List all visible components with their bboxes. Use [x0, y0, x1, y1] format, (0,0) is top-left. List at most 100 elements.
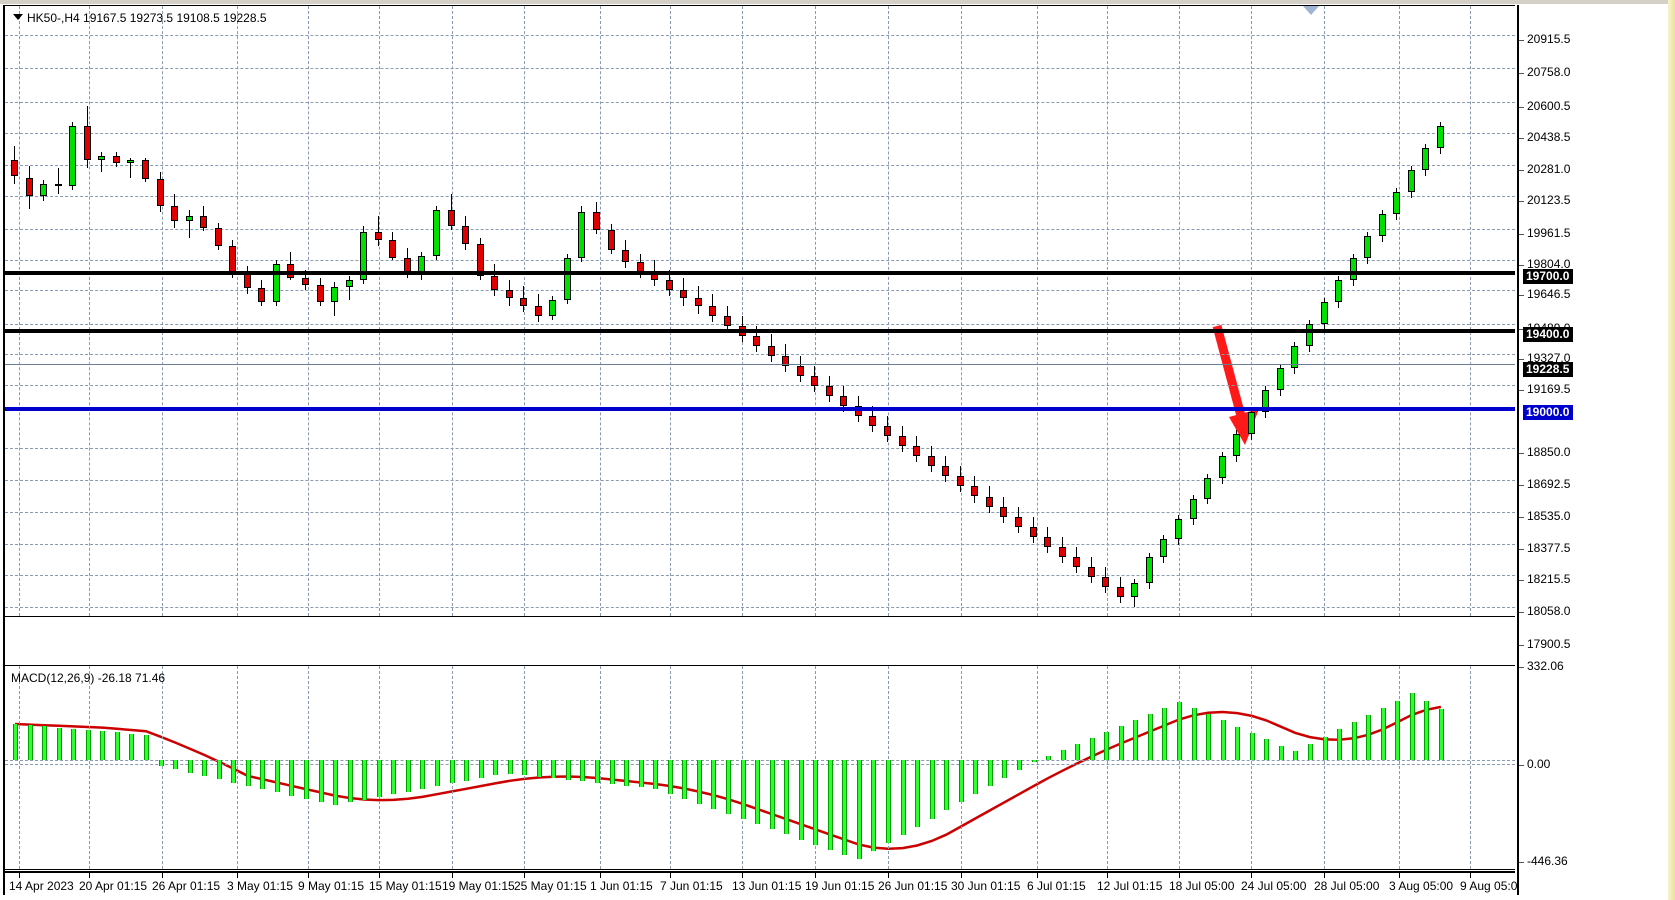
price-scale-label: 20600.5 — [1527, 99, 1571, 113]
price-grid-horizontal — [5, 575, 1515, 576]
macd-scale-label: -446.36 — [1527, 854, 1568, 868]
macd-histogram-bar — [551, 760, 557, 778]
macd-histogram-bar — [827, 760, 833, 850]
macd-histogram-bar — [42, 726, 48, 760]
scroll-handle-icon[interactable] — [1303, 6, 1319, 15]
macd-histogram-bar — [740, 760, 746, 820]
macd-histogram-bar — [216, 760, 222, 780]
macd-histogram-bar — [187, 760, 193, 773]
time-axis-label: 26 Apr 01:15 — [152, 879, 221, 893]
macd-histogram-bar — [1177, 701, 1182, 760]
candle-body — [141, 160, 149, 180]
candle-body — [331, 287, 339, 303]
price-scale[interactable]: 20915.5 20758.0 20600.5 20438.5 20281.0 20123… — [1517, 5, 1667, 895]
time-axis-tick — [162, 873, 163, 878]
price-scale-tick — [1519, 265, 1524, 266]
candle-body — [753, 336, 761, 347]
candle-body — [1335, 280, 1343, 303]
macd-histogram-bar — [231, 760, 237, 783]
macd-histogram-bar — [362, 760, 368, 800]
macd-histogram-bar — [1395, 700, 1401, 760]
macd-grid-vertical — [1324, 666, 1325, 869]
macd-indicator-panel[interactable]: MACD(12,26,9) -26.18 71.46 — [5, 665, 1515, 870]
candle-body — [214, 228, 222, 247]
candle-wick — [130, 158, 132, 179]
price-chart-panel[interactable]: HK50-,H4 19167.5 19273.5 19108.5 19228.5 — [5, 5, 1515, 617]
level-line-resistance-19400[interactable] — [5, 329, 1515, 333]
macd-histogram-bar — [158, 760, 164, 766]
candle-body — [1058, 546, 1066, 557]
price-scale-label: 19228.5 — [1523, 362, 1574, 377]
macd-histogram-bar — [667, 760, 673, 794]
macd-histogram-bar — [27, 725, 33, 760]
macd-grid-horizontal — [5, 696, 1515, 697]
macd-histogram-bar — [624, 760, 630, 786]
macd-grid-vertical — [89, 666, 90, 869]
macd-histogram-bar — [56, 727, 62, 760]
candle-body — [389, 240, 397, 259]
macd-histogram-bar — [100, 731, 106, 760]
candle-body — [1102, 576, 1110, 587]
level-line-support-19000[interactable] — [5, 407, 1515, 411]
macd-histogram-bar — [900, 760, 906, 835]
candle-body — [505, 290, 513, 299]
candle-body — [156, 179, 164, 207]
time-axis-tick — [600, 873, 601, 878]
candle-body — [942, 466, 950, 477]
price-scale-label: 19700.0 — [1523, 269, 1574, 284]
macd-histogram-bar — [376, 760, 382, 797]
candle-body — [491, 276, 499, 291]
candle-body — [40, 184, 48, 197]
time-axis-label: 28 Jul 05:00 — [1314, 879, 1380, 893]
price-grid-vertical — [1251, 6, 1252, 616]
price-scale-label: 18377.5 — [1527, 541, 1571, 555]
price-grid-horizontal — [5, 324, 1515, 325]
time-axis-tick — [1470, 873, 1471, 878]
price-scale-label: 20758.0 — [1527, 65, 1571, 79]
price-scale-tick — [1519, 40, 1524, 41]
time-axis-tick — [237, 873, 238, 878]
price-scale-label: 19000.0 — [1523, 405, 1574, 420]
macd-histogram-bar — [71, 728, 77, 760]
macd-histogram-bar — [1235, 726, 1241, 760]
price-scale-label: 19327.0 — [1527, 351, 1571, 365]
macd-scale-label: 0.00 — [1527, 757, 1551, 771]
price-grid-horizontal — [5, 607, 1515, 608]
candle-body — [1291, 346, 1299, 369]
time-axis-tick — [452, 873, 453, 878]
time-axis-tick — [1179, 873, 1180, 878]
macd-histogram-bar — [202, 760, 208, 776]
candle-body — [1247, 412, 1255, 435]
macd-grid-horizontal — [5, 841, 1515, 842]
price-grid-vertical — [1107, 6, 1108, 616]
macd-histogram-bar — [173, 760, 179, 770]
candle-body — [171, 206, 179, 222]
candle-body — [258, 288, 266, 303]
macd-histogram-bar — [318, 760, 324, 803]
candle-wick — [101, 152, 103, 173]
candle-body — [1175, 518, 1182, 539]
price-scale-tick — [1519, 549, 1524, 550]
macd-scale-tick — [1519, 667, 1524, 668]
macd-histogram-bar — [958, 760, 964, 803]
price-grid-vertical — [19, 6, 20, 616]
level-line-resistance-19700[interactable] — [5, 271, 1515, 275]
level-line-last-price-19228.5[interactable] — [5, 364, 1515, 365]
chart-menu-caret-icon[interactable] — [13, 14, 23, 20]
macd-grid-vertical — [1251, 666, 1252, 869]
candle-body — [898, 436, 906, 447]
price-grid-horizontal — [5, 480, 1515, 481]
macd-histogram-bar — [114, 732, 120, 760]
price-scale-tick — [1519, 138, 1524, 139]
candle-body — [1073, 556, 1081, 567]
candle-body — [302, 278, 309, 286]
price-scale-label: 20438.5 — [1527, 130, 1571, 144]
time-axis-label: 6 Jul 01:15 — [1027, 879, 1086, 893]
time-axis-tick — [1037, 873, 1038, 878]
candle-body — [98, 156, 106, 161]
price-scale-label: 18535.0 — [1527, 509, 1571, 523]
candle-body — [1407, 170, 1415, 193]
macd-histogram-bar — [1307, 743, 1313, 760]
macd-histogram-bar — [973, 760, 979, 795]
price-grid-vertical — [961, 6, 962, 616]
